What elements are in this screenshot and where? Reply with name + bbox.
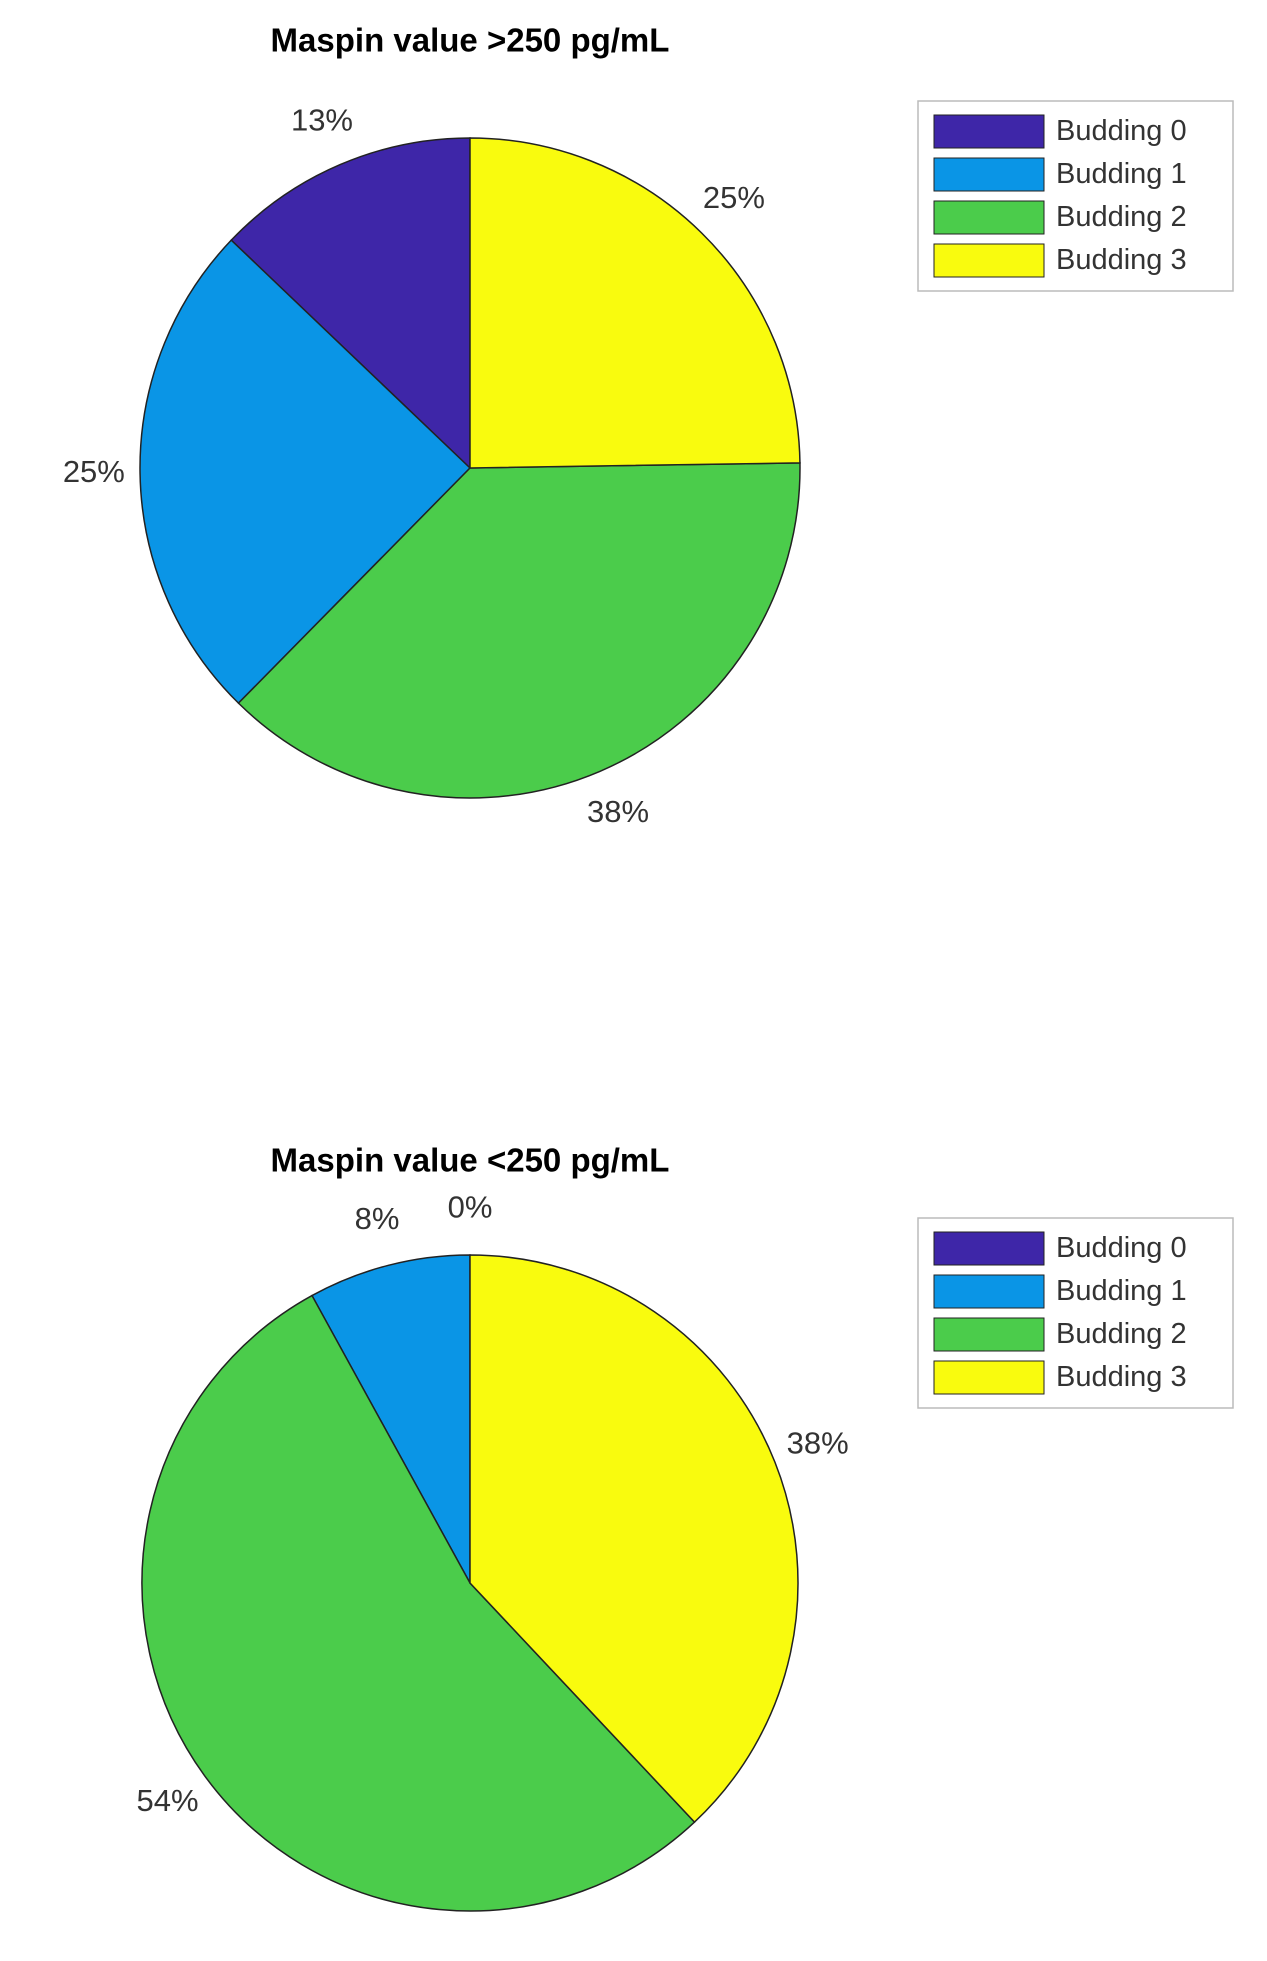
- slice-label: 13%: [291, 102, 353, 137]
- legend-label: Budding 1: [1056, 1275, 1187, 1307]
- legend-swatch: [933, 1274, 1045, 1309]
- slice-label: 8%: [355, 1201, 400, 1236]
- legend-swatch: [933, 200, 1045, 235]
- pie-slice: [237, 462, 801, 799]
- legend-label: Budding 2: [1056, 1318, 1187, 1350]
- legend-swatch: [933, 1231, 1045, 1266]
- slice-label: 38%: [787, 1426, 849, 1461]
- slice-label: 54%: [136, 1783, 198, 1818]
- legend-label: Budding 0: [1056, 115, 1187, 147]
- legend-label: Budding 0: [1056, 1232, 1187, 1264]
- legend-swatch: [933, 114, 1045, 149]
- legend-swatch: [933, 1360, 1045, 1395]
- legend-label: Budding 3: [1056, 1361, 1187, 1393]
- pie-slice: [141, 1294, 696, 1912]
- pie-slice: [139, 239, 472, 705]
- slice-label: 0%: [448, 1189, 493, 1224]
- chart-title: Maspin value <250 pg/mL: [271, 1142, 670, 1179]
- pie-slice: [230, 137, 471, 470]
- slice-label: 25%: [703, 180, 765, 215]
- legend-label: Budding 3: [1056, 244, 1187, 276]
- legend-swatch: [933, 157, 1045, 192]
- legend-label: Budding 2: [1056, 201, 1187, 233]
- legend-swatch: [933, 243, 1045, 278]
- legend-swatch: [933, 1317, 1045, 1352]
- slice-label: 38%: [587, 794, 649, 829]
- legend-label: Budding 1: [1056, 158, 1187, 190]
- pie-slice: [469, 137, 801, 469]
- chart-title: Maspin value >250 pg/mL: [271, 22, 670, 59]
- pie-slice: [469, 1254, 799, 1824]
- slice-label: 25%: [63, 454, 125, 489]
- pie-slice: [310, 1254, 471, 1584]
